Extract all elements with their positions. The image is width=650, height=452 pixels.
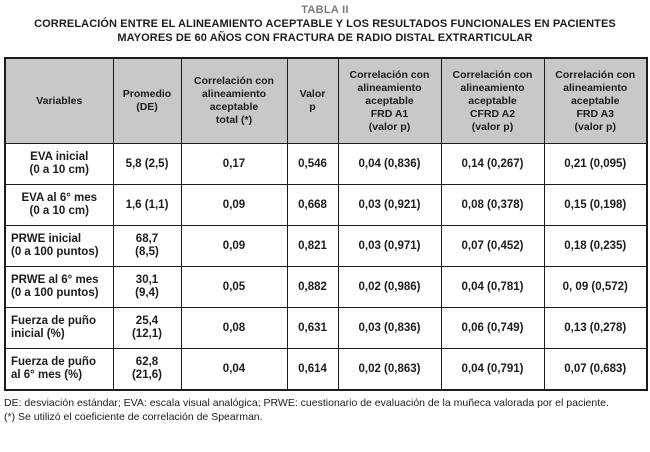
cell-valor-p: 0,631 — [286, 307, 339, 349]
cell-correlacion-total: 0,09 — [180, 225, 288, 267]
cell-cfrd-a2: 0,14 (0,267) — [440, 143, 545, 185]
cell-cfrd-a2: 0,04 (0,791) — [440, 348, 545, 391]
col-header-frd-a1: Correlación con alineamiento aceptable F… — [337, 57, 442, 144]
cell-cfrd-a2: 0,04 (0,781) — [440, 266, 545, 308]
title-block: TABLA II CORRELACIÓN ENTRE EL ALINEAMIEN… — [0, 0, 650, 45]
table-row-eva-6-mes: EVA al 6° mes (0 a 10 cm) 1,6 (1,1) 0,09… — [4, 184, 648, 226]
table-row-prwe-inicial: PRWE inicial (0 a 100 puntos) 68,7 (8,5)… — [4, 225, 648, 267]
cell-correlacion-total: 0,17 — [180, 143, 288, 185]
cell-cfrd-a2: 0,08 (0,378) — [440, 184, 545, 226]
col-header-correlacion-total: Correlación con alineamiento aceptable t… — [180, 57, 288, 144]
cell-frd-a1: 0,03 (0,921) — [337, 184, 442, 226]
cell-valor-p: 0,668 — [286, 184, 339, 226]
cell-correlacion-total: 0,08 — [180, 307, 288, 349]
col-header-cfrd-a2: Correlación con alineamiento aceptable C… — [440, 57, 545, 144]
cell-correlacion-total: 0,04 — [180, 348, 288, 391]
header-row: Variables Promedio (DE) Correlación con … — [4, 57, 648, 144]
cell-variable: EVA al 6° mes (0 a 10 cm) — [4, 184, 114, 226]
cell-frd-a1: 0,02 (0,986) — [337, 266, 442, 308]
col-header-frd-a3: Correlación con alineamiento aceptable F… — [543, 57, 648, 144]
cell-frd-a1: 0,04 (0,836) — [337, 143, 442, 185]
footnote-spearman: (*) Se utilizó el coeficiente de correla… — [4, 411, 263, 423]
cell-frd-a1: 0,03 (0,836) — [337, 307, 442, 349]
cell-frd-a3: 0,21 (0,095) — [543, 143, 648, 185]
cell-variable: PRWE inicial (0 a 100 puntos) — [4, 225, 114, 267]
cell-cfrd-a2: 0,07 (0,452) — [440, 225, 545, 267]
cell-promedio: 25,4 (12,1) — [112, 307, 182, 349]
table-row-fuerza-inicial: Fuerza de puño inicial (%) 25,4 (12,1) 0… — [4, 307, 648, 349]
table-row-prwe-6-mes: PRWE al 6° mes (0 a 100 puntos) 30,1 (9,… — [4, 266, 648, 308]
cell-promedio: 1,6 (1,1) — [112, 184, 182, 226]
page-title-line1: CORRELACIÓN ENTRE EL ALINEAMIENTO ACEPTA… — [34, 18, 616, 30]
cell-valor-p: 0,821 — [286, 225, 339, 267]
cell-frd-a1: 0,02 (0,863) — [337, 348, 442, 391]
cell-frd-a3: 0,13 (0,278) — [543, 307, 648, 349]
col-header-variables: Variables — [4, 57, 114, 144]
table-label: TABLA II — [301, 4, 349, 16]
cell-promedio: 30,1 (9,4) — [112, 266, 182, 308]
footnote-abbreviations: DE: desviación estándar; EVA: escala vis… — [4, 397, 609, 409]
cell-variable: EVA inicial (0 a 10 cm) — [4, 143, 114, 185]
correlation-table: Variables Promedio (DE) Correlación con … — [4, 57, 648, 391]
cell-variable: PRWE al 6° mes (0 a 100 puntos) — [4, 266, 114, 308]
cell-promedio: 68,7 (8,5) — [112, 225, 182, 267]
footnotes-block: DE: desviación estándar; EVA: escala vis… — [4, 396, 646, 424]
cell-frd-a3: 0,07 (0,683) — [543, 348, 648, 391]
cell-promedio: 5,8 (2,5) — [112, 143, 182, 185]
cell-cfrd-a2: 0,06 (0,749) — [440, 307, 545, 349]
table-row-eva-inicial: EVA inicial (0 a 10 cm) 5,8 (2,5) 0,17 0… — [4, 143, 648, 185]
page-title-line2: MAYORES DE 60 AÑOS CON FRACTURA DE RADIO… — [117, 32, 533, 44]
cell-correlacion-total: 0,05 — [180, 266, 288, 308]
cell-valor-p: 0,546 — [286, 143, 339, 185]
cell-promedio: 62,8 (21,6) — [112, 348, 182, 391]
cell-variable: Fuerza de puño inicial (%) — [4, 307, 114, 349]
col-header-valor-p: Valor p — [286, 57, 339, 144]
cell-variable: Fuerza de puño al 6° mes (%) — [4, 348, 114, 391]
col-header-promedio: Promedio (DE) — [112, 57, 182, 144]
cell-valor-p: 0,882 — [286, 266, 339, 308]
cell-frd-a3: 0,15 (0,198) — [543, 184, 648, 226]
table-row-fuerza-6-mes: Fuerza de puño al 6° mes (%) 62,8 (21,6)… — [4, 348, 648, 391]
cell-frd-a1: 0,03 (0,971) — [337, 225, 442, 267]
cell-frd-a3: 0, 09 (0,572) — [543, 266, 648, 308]
cell-frd-a3: 0,18 (0,235) — [543, 225, 648, 267]
cell-valor-p: 0,614 — [286, 348, 339, 391]
cell-correlacion-total: 0,09 — [180, 184, 288, 226]
